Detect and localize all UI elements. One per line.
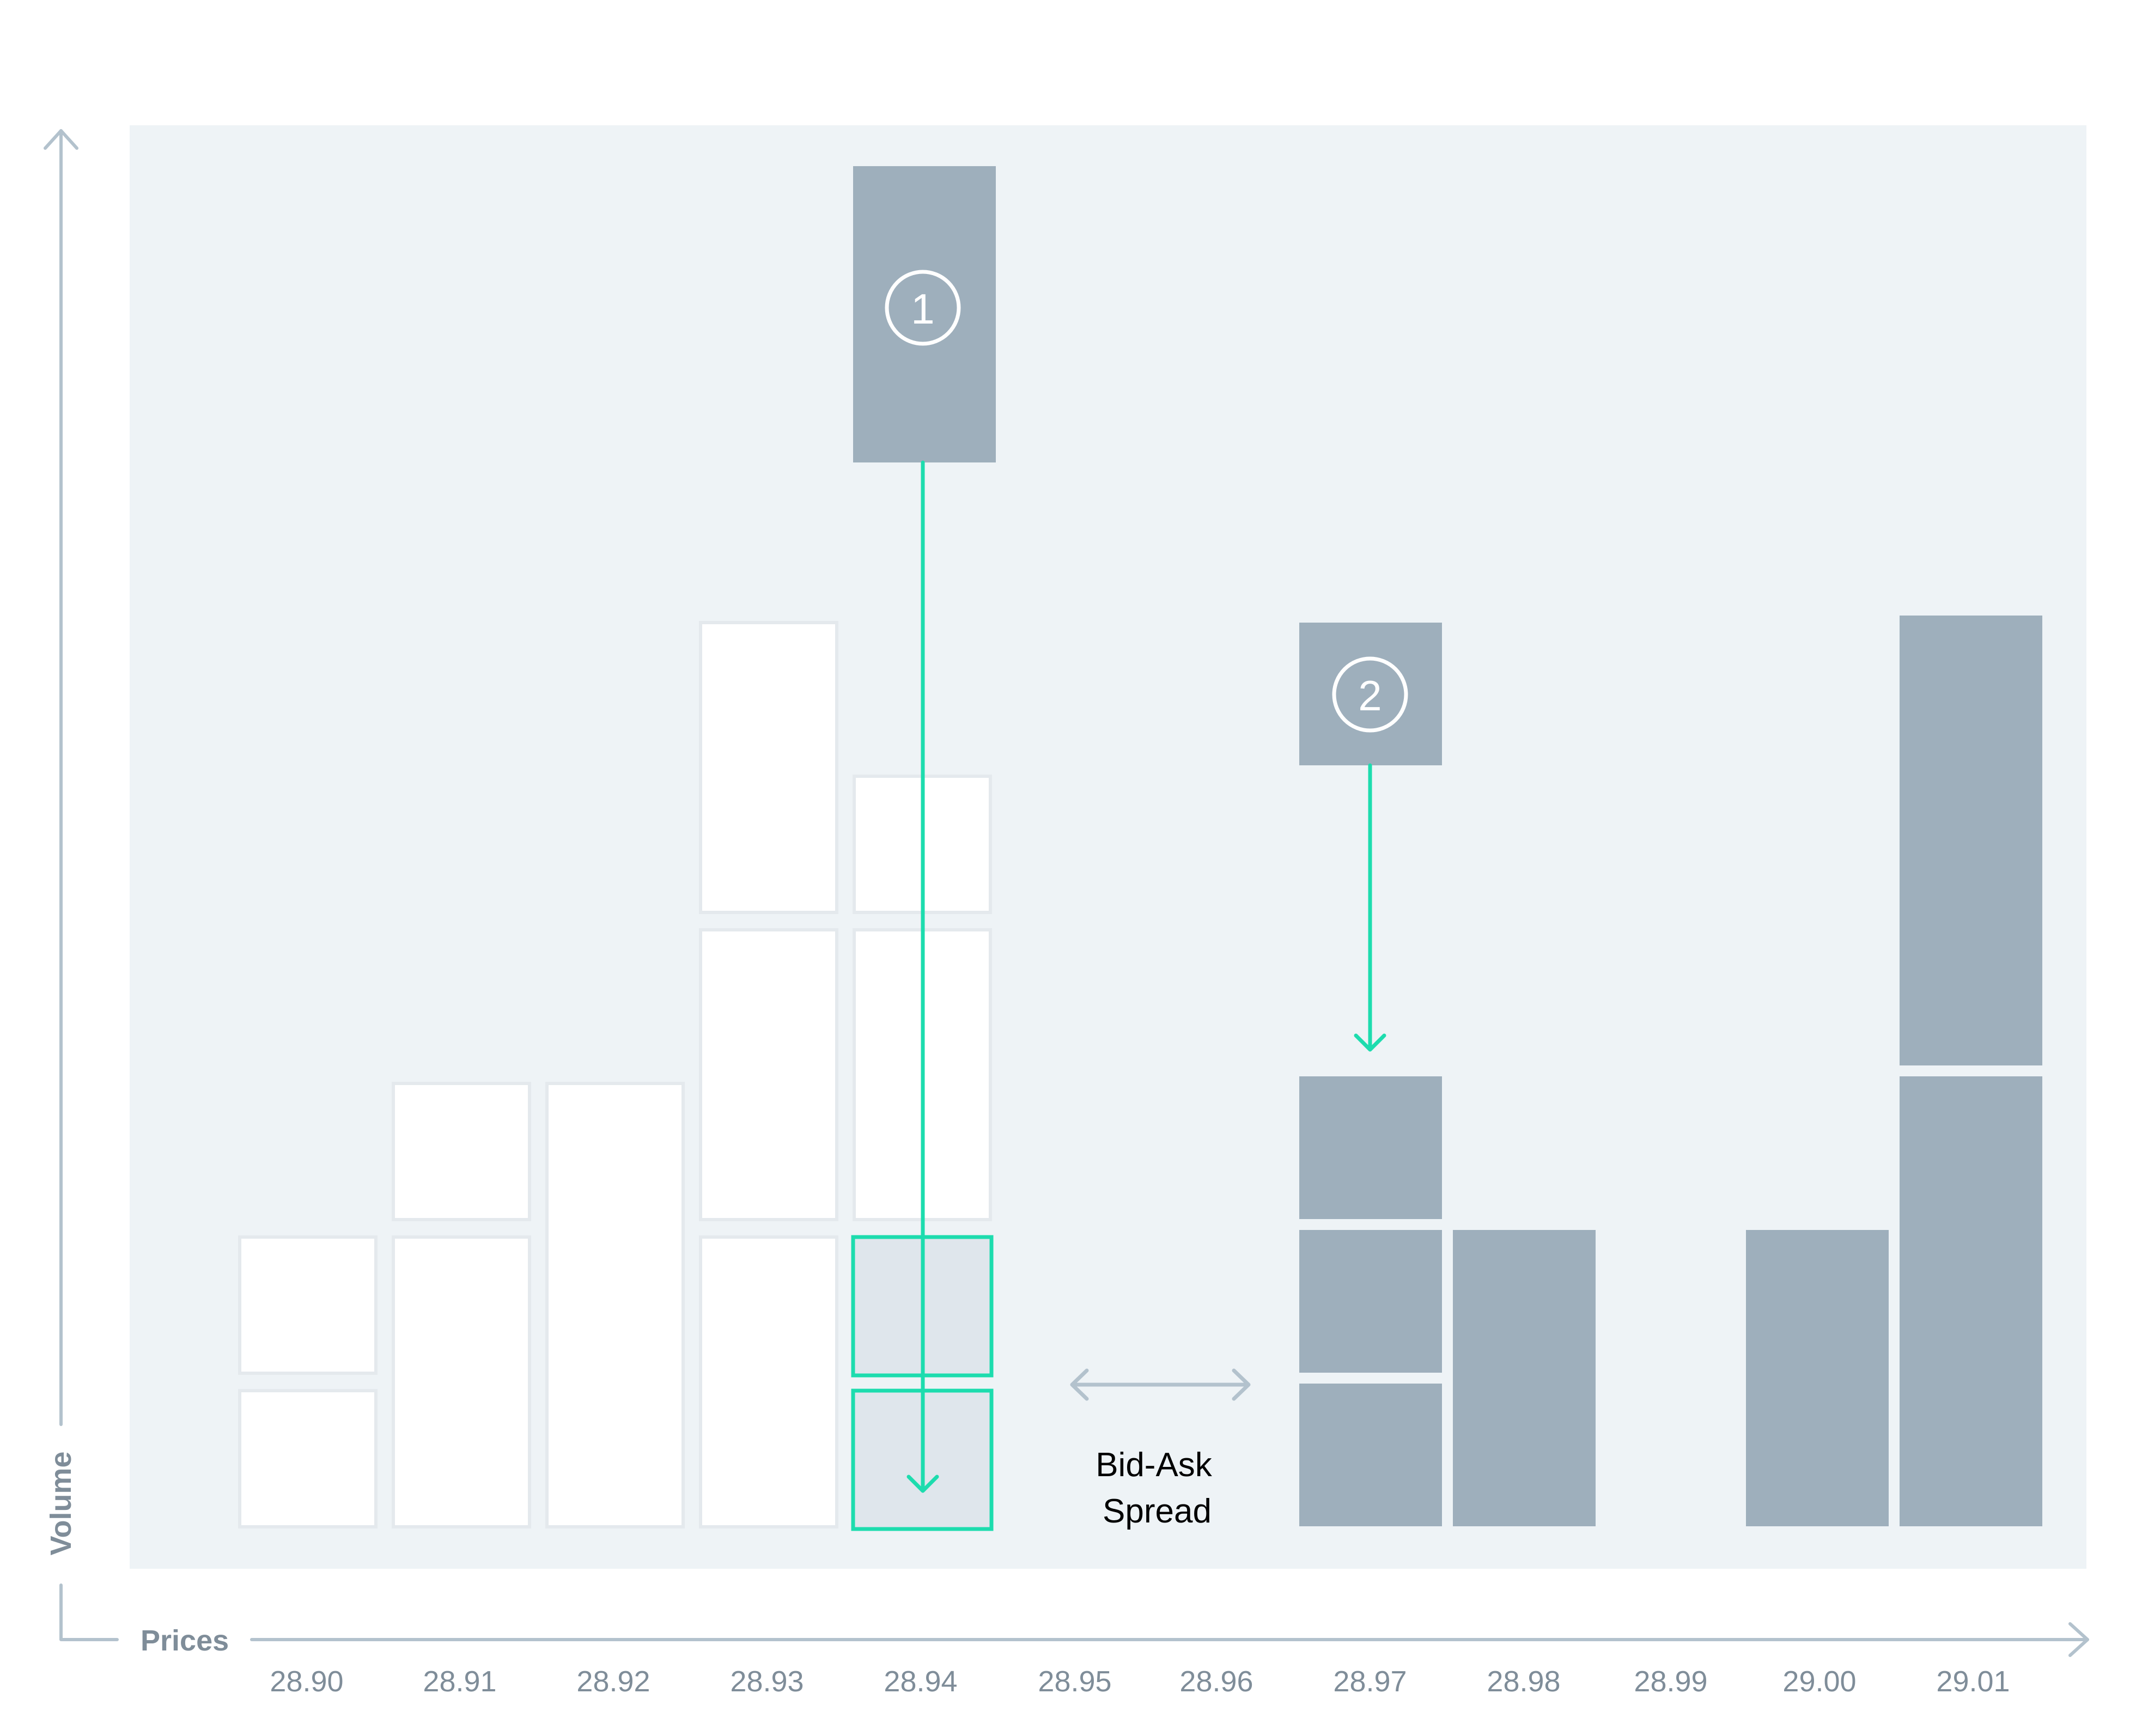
order-number-badge bbox=[885, 270, 961, 346]
ask-order-block bbox=[1299, 1384, 1442, 1526]
bid-order-block bbox=[392, 1082, 531, 1221]
tick-label: 28.95 bbox=[1038, 1665, 1111, 1698]
spread-label-line2: Spread bbox=[1103, 1493, 1212, 1530]
order-number-label: 2 bbox=[1358, 672, 1382, 720]
spread-arrowhead-left bbox=[1070, 1368, 1089, 1401]
tick-label: 28.90 bbox=[270, 1665, 343, 1698]
tick-label: 28.91 bbox=[423, 1665, 496, 1698]
bid-order-block bbox=[699, 621, 838, 914]
tick-label: 28.94 bbox=[884, 1665, 957, 1698]
spread-arrow bbox=[1070, 1368, 1251, 1401]
tick-label: 28.93 bbox=[730, 1665, 804, 1698]
tick-label: 28.97 bbox=[1333, 1665, 1407, 1698]
order-2-arrowhead bbox=[1354, 1033, 1386, 1052]
x-axis-label: Prices bbox=[141, 1624, 229, 1657]
tick-label: 29.01 bbox=[1936, 1665, 2010, 1698]
incoming-order-block bbox=[1299, 623, 1442, 765]
bid-order-block bbox=[238, 1389, 378, 1528]
ask-order-block bbox=[1299, 1230, 1442, 1373]
tick-label: 29.00 bbox=[1782, 1665, 1856, 1698]
axes bbox=[44, 129, 2089, 1657]
ask-orders bbox=[1299, 616, 2042, 1526]
incoming-order-block bbox=[853, 166, 996, 462]
flow-arrows bbox=[906, 460, 1386, 1493]
tick-label: 28.99 bbox=[1634, 1665, 1707, 1698]
price-ticks: 28.90 28.91 28.92 28.93 28.94 28.95 28.9… bbox=[270, 1665, 2010, 1698]
bid-order-block bbox=[392, 1235, 531, 1528]
y-axis-arrowhead bbox=[44, 129, 78, 150]
tick-label: 28.98 bbox=[1487, 1665, 1560, 1698]
bid-order-block bbox=[238, 1235, 378, 1375]
order-1-arrowhead bbox=[906, 1475, 939, 1493]
spread-label-line1: Bid-Ask bbox=[1096, 1446, 1213, 1484]
spread-arrowhead-right bbox=[1232, 1368, 1251, 1401]
order-number-badge bbox=[1332, 656, 1408, 733]
y-axis-label: Volume bbox=[45, 1451, 77, 1555]
incoming-order-1: 1 bbox=[853, 166, 996, 462]
order-number-label: 1 bbox=[911, 285, 934, 333]
bid-order-block bbox=[699, 928, 838, 1221]
incoming-order-2: 2 bbox=[1299, 623, 1442, 765]
ask-order-block bbox=[1746, 1230, 1889, 1526]
x-axis-arrowhead bbox=[2068, 1622, 2089, 1657]
axis-corner bbox=[59, 1583, 119, 1641]
ask-order-block bbox=[1900, 1076, 2042, 1526]
ask-order-block bbox=[1900, 616, 2042, 1065]
bid-order-block bbox=[699, 1235, 838, 1528]
bid-order-block bbox=[545, 1082, 685, 1528]
tick-label: 28.96 bbox=[1179, 1665, 1253, 1698]
ask-order-block bbox=[1299, 1076, 1442, 1219]
bid-orders bbox=[238, 621, 992, 1528]
ask-order-block bbox=[1453, 1230, 1596, 1526]
tick-label: 28.92 bbox=[576, 1665, 650, 1698]
